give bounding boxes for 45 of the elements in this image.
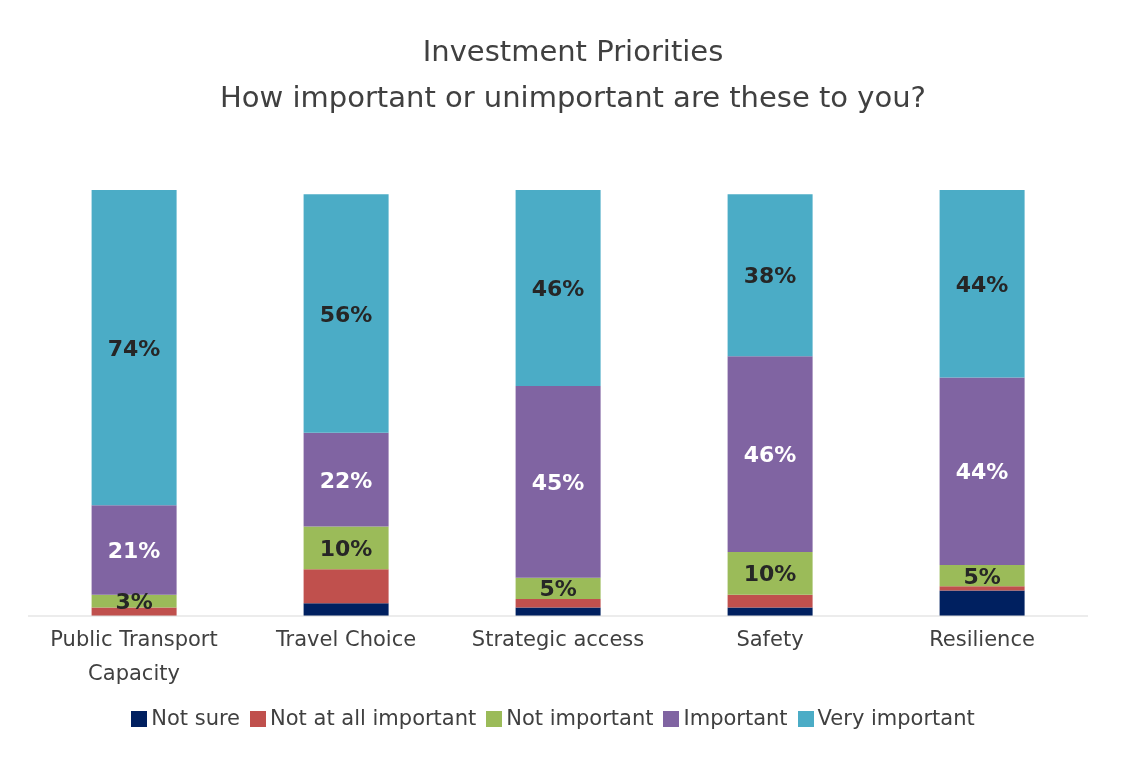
x-tick-label: Resilience	[929, 627, 1035, 651]
data-label: 5%	[963, 563, 1001, 589]
data-label: 5%	[539, 576, 577, 602]
bar	[303, 569, 389, 604]
data-label: 45%	[531, 469, 585, 495]
bar	[727, 594, 813, 608]
legend-label: Not sure	[151, 706, 241, 730]
bar	[303, 194, 389, 433]
data-label: 46%	[531, 275, 585, 301]
x-tick-label: Strategic access	[471, 627, 645, 651]
data-label: 3%	[115, 589, 153, 615]
bar	[515, 607, 601, 616]
data-label: 44%	[955, 459, 1009, 485]
chart-title: Investment Priorities	[421, 33, 725, 70]
data-label: 21%	[107, 537, 161, 563]
bar	[939, 190, 1025, 378]
data-label: 38%	[743, 263, 797, 289]
bar	[727, 607, 813, 616]
bar	[515, 385, 601, 578]
bar	[303, 603, 389, 616]
bar	[91, 190, 177, 506]
bar	[939, 377, 1025, 565]
data-label: 44%	[955, 271, 1009, 297]
x-tick-label: Public Transport Capacity	[50, 627, 218, 685]
bar	[939, 590, 1025, 616]
legend-label: Important	[683, 706, 788, 730]
bar	[515, 598, 601, 608]
data-label: 46%	[743, 442, 797, 468]
x-tick-label: Travel Choice	[274, 627, 417, 651]
legend-label: Not at all important	[270, 706, 477, 730]
data-label: 74%	[107, 335, 161, 361]
data-label: 22%	[319, 467, 373, 493]
data-label: 10%	[743, 561, 797, 587]
bar	[939, 586, 1025, 591]
legend-label: Not important	[506, 706, 654, 730]
x-tick-label: Safety	[736, 627, 804, 651]
data-label: 56%	[319, 301, 373, 327]
data-label: 10%	[319, 535, 373, 561]
bar	[303, 432, 389, 527]
bar	[727, 194, 813, 357]
bar	[91, 505, 177, 595]
legend-label: Very important	[817, 706, 975, 730]
chart-subtitle: How important or unimportant are these to you?	[219, 79, 927, 116]
bar	[727, 356, 813, 553]
bar	[515, 190, 601, 386]
